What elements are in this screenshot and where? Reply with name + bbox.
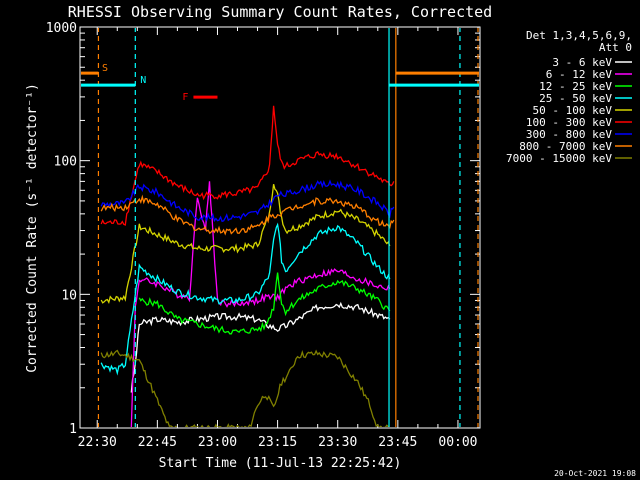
x-tick-label: 00:00: [438, 435, 477, 450]
legend-entry-label: 25 - 50 keV: [539, 92, 612, 105]
x-tick-label: 23:45: [378, 435, 417, 450]
series-line-7: [100, 194, 395, 236]
annotation-label-N: N: [140, 75, 146, 86]
series-line-0: [130, 301, 391, 393]
legend-entry-label: 100 - 300 keV: [526, 116, 612, 129]
series-line-3: [100, 222, 391, 376]
plot-frame: [79, 26, 481, 429]
x-axis-label: Start Time (11-Jul-13 22:25:42): [159, 456, 402, 471]
legend-entry-label: 7000 - 15000 keV: [506, 152, 612, 165]
series-line-2: [138, 272, 391, 335]
y-tick-label: 100: [54, 155, 77, 170]
legend-entry-label: 6 - 12 keV: [546, 68, 613, 81]
y-tick-label: 1: [69, 422, 77, 437]
y-tick-label: 1000: [46, 21, 77, 36]
series-line-4: [100, 184, 391, 305]
series-line-1: [130, 181, 391, 427]
series-line-6: [100, 179, 395, 223]
legend-entry-label: 50 - 100 keV: [533, 104, 613, 117]
legend-header: Det 1,3,4,5,6,9,: [526, 29, 632, 42]
annotation-label-F: F: [182, 92, 188, 103]
chart-title: RHESSI Observing Summary Count Rates, Co…: [68, 3, 492, 21]
annotation-label-S: S: [102, 63, 108, 74]
plot-area: 22:30 22:45 23:00 23:15 23:30 23:45 00:00 1 10 10…: [46, 21, 481, 450]
y-axis-label: Corrected Count Rate (s⁻¹ detector⁻¹): [25, 83, 40, 373]
series-line-8: [100, 349, 390, 427]
x-tick-label: 23:30: [318, 435, 357, 450]
legend-entry-label: 300 - 800 keV: [526, 128, 612, 141]
x-tick-label: 23:00: [198, 435, 237, 450]
series-line-5: [100, 105, 395, 226]
data-layer: S N F: [81, 28, 479, 427]
x-tick-label: 22:45: [138, 435, 177, 450]
x-tick-label: 23:15: [258, 435, 297, 450]
legend-header: Att 0: [599, 41, 632, 54]
legend-entry-label: 12 - 25 keV: [539, 80, 612, 93]
legend-entry-label: 3 - 6 keV: [552, 56, 612, 69]
legend-entry-label: 800 - 7000 keV: [519, 140, 612, 153]
x-tick-label: 22:30: [78, 435, 117, 450]
footer-timestamp: 20-Oct-2021 19:08: [554, 469, 636, 478]
y-tick-label: 10: [61, 288, 77, 303]
